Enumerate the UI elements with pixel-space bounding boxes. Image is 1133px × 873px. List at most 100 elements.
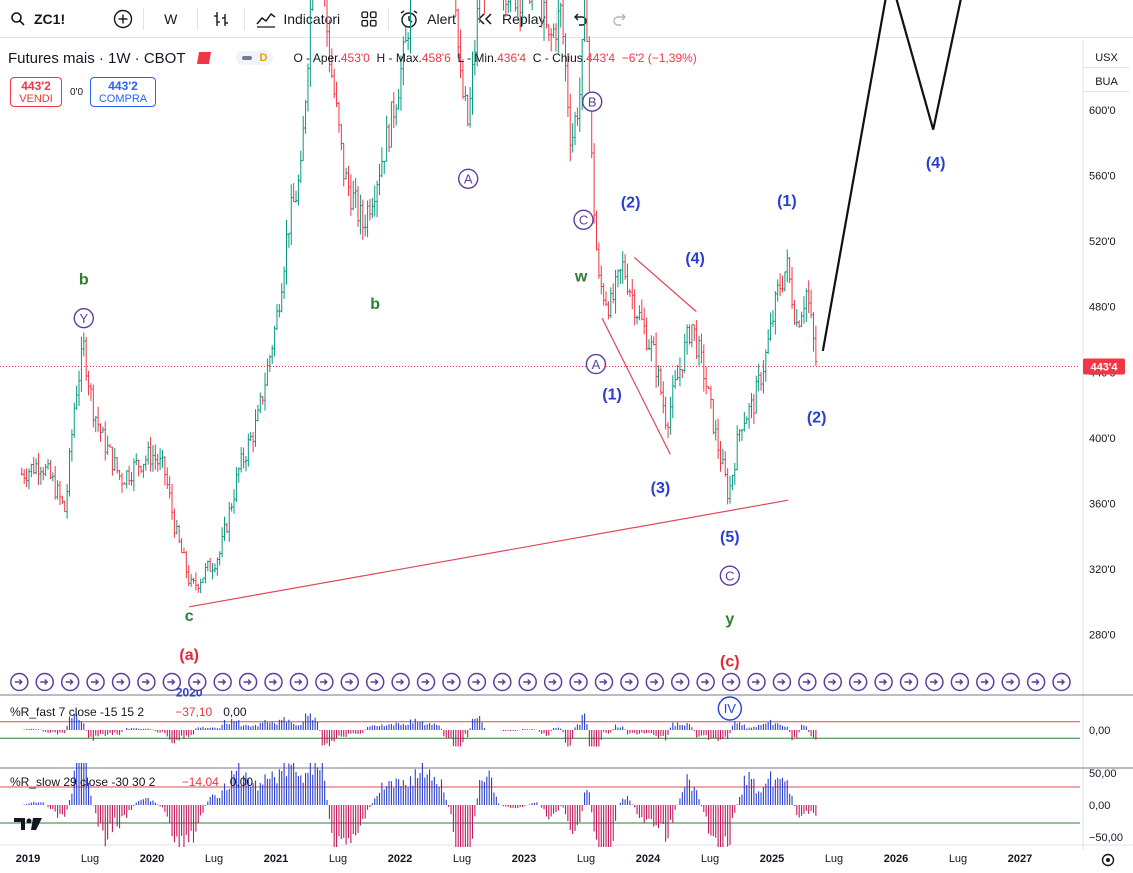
event-marker-arrow (777, 679, 786, 685)
time-tick-label: Lug (949, 853, 967, 865)
price-tick-label: 280'0 (1089, 630, 1116, 642)
chart-type-button[interactable] (198, 0, 244, 38)
sell-button[interactable]: 443'2 VENDI (10, 77, 62, 107)
unit-selector[interactable]: BUA (1084, 72, 1129, 92)
projection-path (821, 0, 962, 352)
trendline (189, 499, 789, 608)
symbol-search[interactable]: ZC1! (0, 0, 75, 38)
indicator-name: %R_fast 7 close -15 15 2 (10, 705, 144, 719)
time-tick-label: 2024 (636, 853, 661, 865)
replay-button[interactable]: Replay (466, 0, 556, 38)
settings-gear-icon (1101, 853, 1115, 867)
spread-value: 0'0 (70, 87, 84, 98)
toolbar-divider (388, 7, 390, 30)
price-tick-label: 560'0 (1089, 171, 1116, 183)
event-marker-arrow (294, 679, 303, 685)
toolbar-divider (197, 7, 199, 30)
wave-label-circle (582, 91, 603, 112)
event-marker-arrow (701, 679, 710, 685)
last-price-tag (1083, 358, 1125, 375)
price-tick-label: 480'0 (1089, 302, 1116, 314)
replay-label: Replay (501, 10, 546, 27)
legend-title: Futures mais · 1W · CBOT (8, 49, 186, 67)
low-label: L - Min. (457, 51, 498, 65)
toolbar-divider (244, 7, 246, 30)
oscillator-bars (23, 763, 817, 847)
trendline (601, 317, 671, 455)
price-candles (20, 0, 818, 594)
wave-label: (2) (621, 195, 641, 212)
high-value: 458'6 (421, 51, 451, 65)
interval-button[interactable]: W (144, 0, 197, 38)
event-marker-arrow (65, 679, 74, 685)
indicators-label: Indicatori (283, 10, 341, 27)
price-tick-label: 320'0 (1089, 564, 1116, 576)
event-marker-arrow (421, 679, 430, 685)
sell-label: VENDI (19, 93, 53, 105)
event-marker-arrow (574, 679, 583, 685)
wave-label-circle (585, 353, 607, 375)
undo-icon (573, 13, 587, 26)
time-tick-label: 2025 (760, 853, 784, 865)
sell-price: 443'2 (21, 79, 51, 93)
wave-label: w (574, 268, 588, 285)
time-tick-label: Lug (825, 853, 843, 865)
wave-label: (2) (807, 409, 827, 426)
event-marker-arrow (269, 679, 278, 685)
exchange-flag-icon (196, 52, 211, 64)
delayed-badge[interactable]: D (235, 51, 274, 65)
close-label: C - Chius. (532, 51, 587, 65)
time-tick-label: Lug (453, 853, 471, 865)
event-marker-arrow (523, 679, 532, 685)
low-value: 436'4 (497, 51, 527, 65)
event-marker-arrow (980, 679, 989, 685)
wave-label: (4) (685, 250, 705, 267)
time-tick-label: 2019 (16, 853, 40, 865)
alert-button[interactable]: Alert (389, 0, 466, 38)
wave-label: c (185, 608, 194, 625)
undo-button[interactable] (557, 0, 603, 38)
last-price-tag-label: 443'4 (1090, 362, 1118, 374)
buy-button[interactable]: 443'2 COMPRA (90, 77, 156, 107)
indicator-tick-label: 50,00 (1089, 768, 1117, 780)
wave-label: b (79, 272, 89, 289)
top-toolbar: ZC1! W Indicatori Alert Replay (0, 0, 1133, 38)
wave-label: (4) (926, 155, 946, 172)
wave-label: y (725, 611, 734, 628)
settings-gear-icon (1106, 858, 1110, 862)
change-value: −6'2 (−1,39%) (621, 51, 697, 65)
toolbar-divider (143, 7, 145, 30)
event-marker-arrow (802, 679, 811, 685)
price-tick-label: 600'0 (1089, 105, 1116, 117)
currency-selector[interactable]: USX (1084, 48, 1129, 68)
time-tick-label: 2026 (884, 853, 908, 865)
event-marker-arrow (1031, 679, 1040, 685)
wave-label-circle (458, 168, 479, 189)
redo-icon (612, 13, 626, 26)
event-marker-arrow (675, 679, 684, 685)
event-marker-arrow (904, 679, 913, 685)
event-marker-arrow (472, 679, 481, 685)
wave-label: (3) (651, 480, 671, 497)
indicator-tick-label: 0,00 (1089, 800, 1110, 812)
event-marker-arrow (141, 679, 150, 685)
time-tick-label: 2023 (512, 853, 536, 865)
wave-label: Y (79, 311, 88, 326)
time-tick-label: Lug (81, 853, 99, 865)
indicator-tick-label: 0,00 (1089, 725, 1110, 737)
event-markers (10, 672, 1071, 692)
event-marker-arrow (1006, 679, 1015, 685)
event-marker-arrow (243, 679, 252, 685)
event-marker-arrow (192, 679, 201, 685)
compare-button[interactable] (103, 0, 143, 38)
minus-icon (241, 56, 252, 60)
indicators-button[interactable]: Indicatori (245, 0, 350, 38)
templates-button[interactable] (350, 0, 388, 38)
wave-label: b (370, 296, 380, 313)
redo-button[interactable] (603, 0, 637, 38)
event-marker-arrow (726, 679, 735, 685)
event-marker-arrow (853, 679, 862, 685)
event-marker-arrow (599, 679, 608, 685)
time-tick-label: 2021 (264, 853, 288, 865)
